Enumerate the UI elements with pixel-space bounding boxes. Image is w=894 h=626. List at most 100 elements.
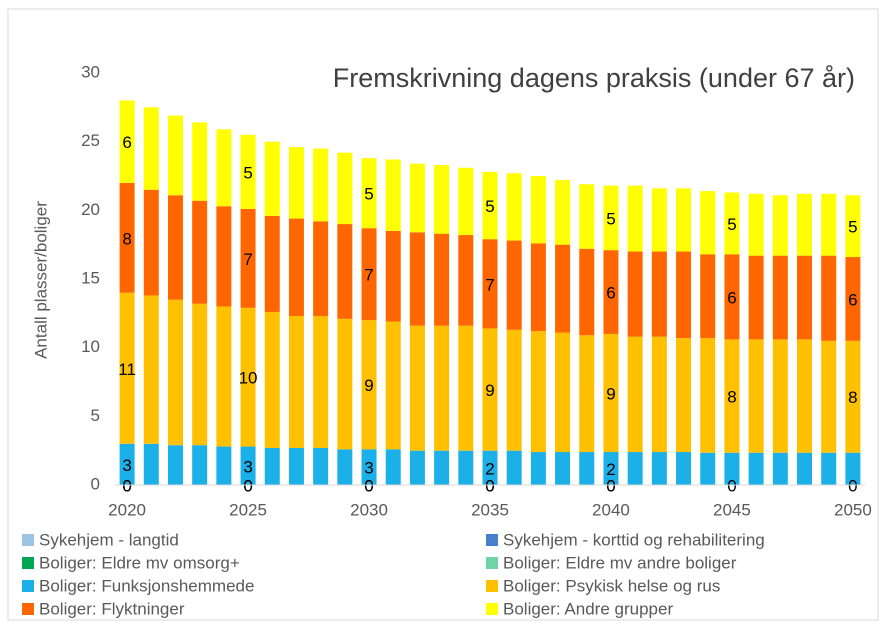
data-label: 3 <box>364 459 373 478</box>
bar-segment <box>603 250 619 334</box>
data-label: 0 <box>122 476 131 495</box>
data-label: 5 <box>606 209 615 228</box>
data-label: 6 <box>606 284 615 303</box>
legend-label: Boliger: Eldre mv omsorg+ <box>39 553 240 572</box>
bar-segment <box>288 447 304 485</box>
bar-segment <box>821 193 837 256</box>
bar-segment <box>167 445 183 485</box>
y-tick-label: 30 <box>81 62 100 81</box>
bar-segment <box>458 450 474 485</box>
data-label: 7 <box>364 266 373 285</box>
bar-segment <box>627 251 643 337</box>
bar-segment <box>821 340 837 453</box>
bar-segment <box>313 148 329 222</box>
bar-segment <box>651 251 667 337</box>
bar-segment <box>240 208 256 308</box>
bar-segment <box>143 295 159 444</box>
legend-swatch <box>486 557 498 569</box>
bar-segment <box>143 443 159 485</box>
y-tick-label: 5 <box>91 406 100 425</box>
bar-segment <box>434 325 450 451</box>
bar-segment <box>119 443 135 485</box>
bar-segment <box>409 163 425 233</box>
bar-segment <box>240 307 256 447</box>
bar-segment <box>700 452 716 485</box>
bar-segment <box>555 180 571 245</box>
x-tick-label: 2040 <box>592 500 630 519</box>
bar-segment <box>337 224 353 319</box>
bar-segment <box>748 193 764 256</box>
legend-swatch <box>486 603 498 615</box>
bar-segment <box>676 338 692 453</box>
bar-segment <box>119 292 135 444</box>
bar-segment <box>361 449 377 485</box>
bar-segment <box>458 235 474 326</box>
legend-swatch <box>486 580 498 592</box>
bar-segment <box>845 452 861 485</box>
bar-segment <box>143 107 159 190</box>
bar-segment <box>627 336 643 453</box>
data-label: 3 <box>122 456 131 475</box>
data-label: 0 <box>606 476 615 495</box>
legend-label: Sykehjem - langtid <box>39 530 179 549</box>
bar-segment <box>700 254 716 339</box>
data-label: 5 <box>848 218 857 237</box>
data-label: 0 <box>122 476 131 495</box>
bar-segment <box>651 452 667 485</box>
bar-segment <box>192 445 208 485</box>
bar-segment <box>216 206 232 307</box>
bar-segment <box>797 452 813 485</box>
bar-segment <box>313 316 329 448</box>
bar-segment <box>530 243 546 332</box>
bar-segment <box>361 320 377 450</box>
bar-segment <box>409 325 425 451</box>
data-label: 0 <box>485 476 494 495</box>
bar-segment <box>506 329 522 451</box>
bar-segment <box>167 195 183 300</box>
bar-segment <box>409 450 425 485</box>
bar-segment <box>192 303 208 446</box>
legend-label: Boliger: Funksjonshemmede <box>39 576 254 595</box>
legend-label: Boliger: Andre grupper <box>503 599 673 618</box>
bar-segment <box>482 328 498 451</box>
x-tick-label: 2030 <box>350 500 388 519</box>
data-label: 9 <box>606 384 615 403</box>
bar-segment <box>385 230 401 322</box>
bar-segment <box>506 240 522 330</box>
bar-segment <box>603 185 619 251</box>
bar-segment <box>530 452 546 485</box>
bar-segment <box>216 129 232 207</box>
bar-segment <box>409 232 425 326</box>
legend-label: Boliger: Psykisk helse og rus <box>503 576 720 595</box>
bar-segment <box>676 251 692 339</box>
x-tick-label: 2045 <box>713 500 751 519</box>
bar-segment <box>167 115 183 196</box>
bar-segment <box>579 452 595 485</box>
bar-segment <box>506 450 522 485</box>
data-label: 7 <box>485 275 494 294</box>
bar-segment <box>530 331 546 453</box>
bar-segment <box>530 176 546 244</box>
bar-segment <box>700 191 716 255</box>
data-label: 9 <box>364 376 373 395</box>
bar-segment <box>651 188 667 252</box>
bar-segment <box>458 325 474 451</box>
bar-segment <box>579 184 595 249</box>
x-tick-label: 2035 <box>471 500 509 519</box>
legend-label: Boliger: Eldre mv andre boliger <box>503 553 737 572</box>
data-label: 8 <box>122 229 131 248</box>
bar-segment <box>288 316 304 448</box>
data-label: 0 <box>727 476 736 495</box>
bar-segment <box>216 446 232 485</box>
y-tick-label: 10 <box>81 337 100 356</box>
bar-segment <box>313 447 329 485</box>
bar-segment <box>264 215 280 312</box>
bar-segment <box>821 255 837 341</box>
x-tick-label: 2025 <box>229 500 267 519</box>
data-label: 9 <box>485 381 494 400</box>
bar-segment <box>361 158 377 229</box>
legend-label: Sykehjem - korttid og rehabilitering <box>503 530 765 549</box>
data-label: 0 <box>243 476 252 495</box>
data-label: 2 <box>606 460 615 479</box>
